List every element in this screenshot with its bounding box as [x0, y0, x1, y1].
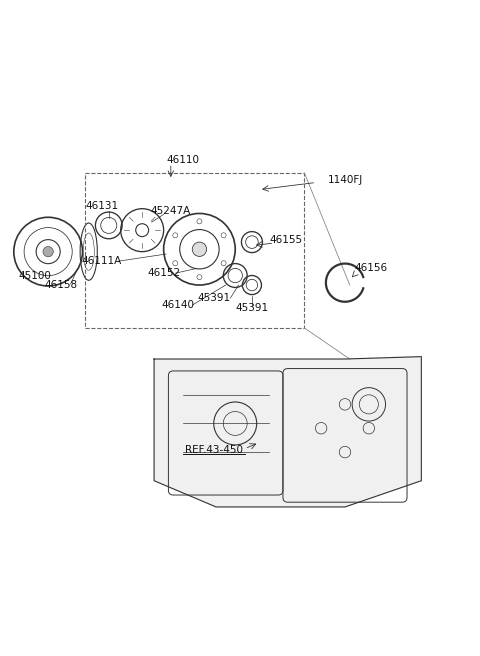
- Text: 46158: 46158: [45, 280, 78, 290]
- Polygon shape: [154, 357, 421, 507]
- Text: 45391: 45391: [235, 303, 268, 313]
- Text: REF.43-450: REF.43-450: [185, 445, 243, 455]
- Text: 46110: 46110: [166, 155, 199, 165]
- Text: 46155: 46155: [270, 235, 303, 245]
- Bar: [85, 173, 304, 328]
- Circle shape: [192, 242, 206, 256]
- Text: 45247A: 45247A: [151, 206, 191, 216]
- Text: 1140FJ: 1140FJ: [327, 175, 362, 185]
- Text: 45100: 45100: [18, 270, 51, 281]
- Text: 46131: 46131: [85, 201, 118, 211]
- Text: 46152: 46152: [147, 268, 180, 278]
- Text: 46140: 46140: [161, 300, 194, 310]
- Text: 46111A: 46111A: [82, 256, 122, 266]
- Text: 46156: 46156: [355, 263, 388, 274]
- Circle shape: [43, 247, 53, 256]
- Text: 45391: 45391: [197, 293, 230, 303]
